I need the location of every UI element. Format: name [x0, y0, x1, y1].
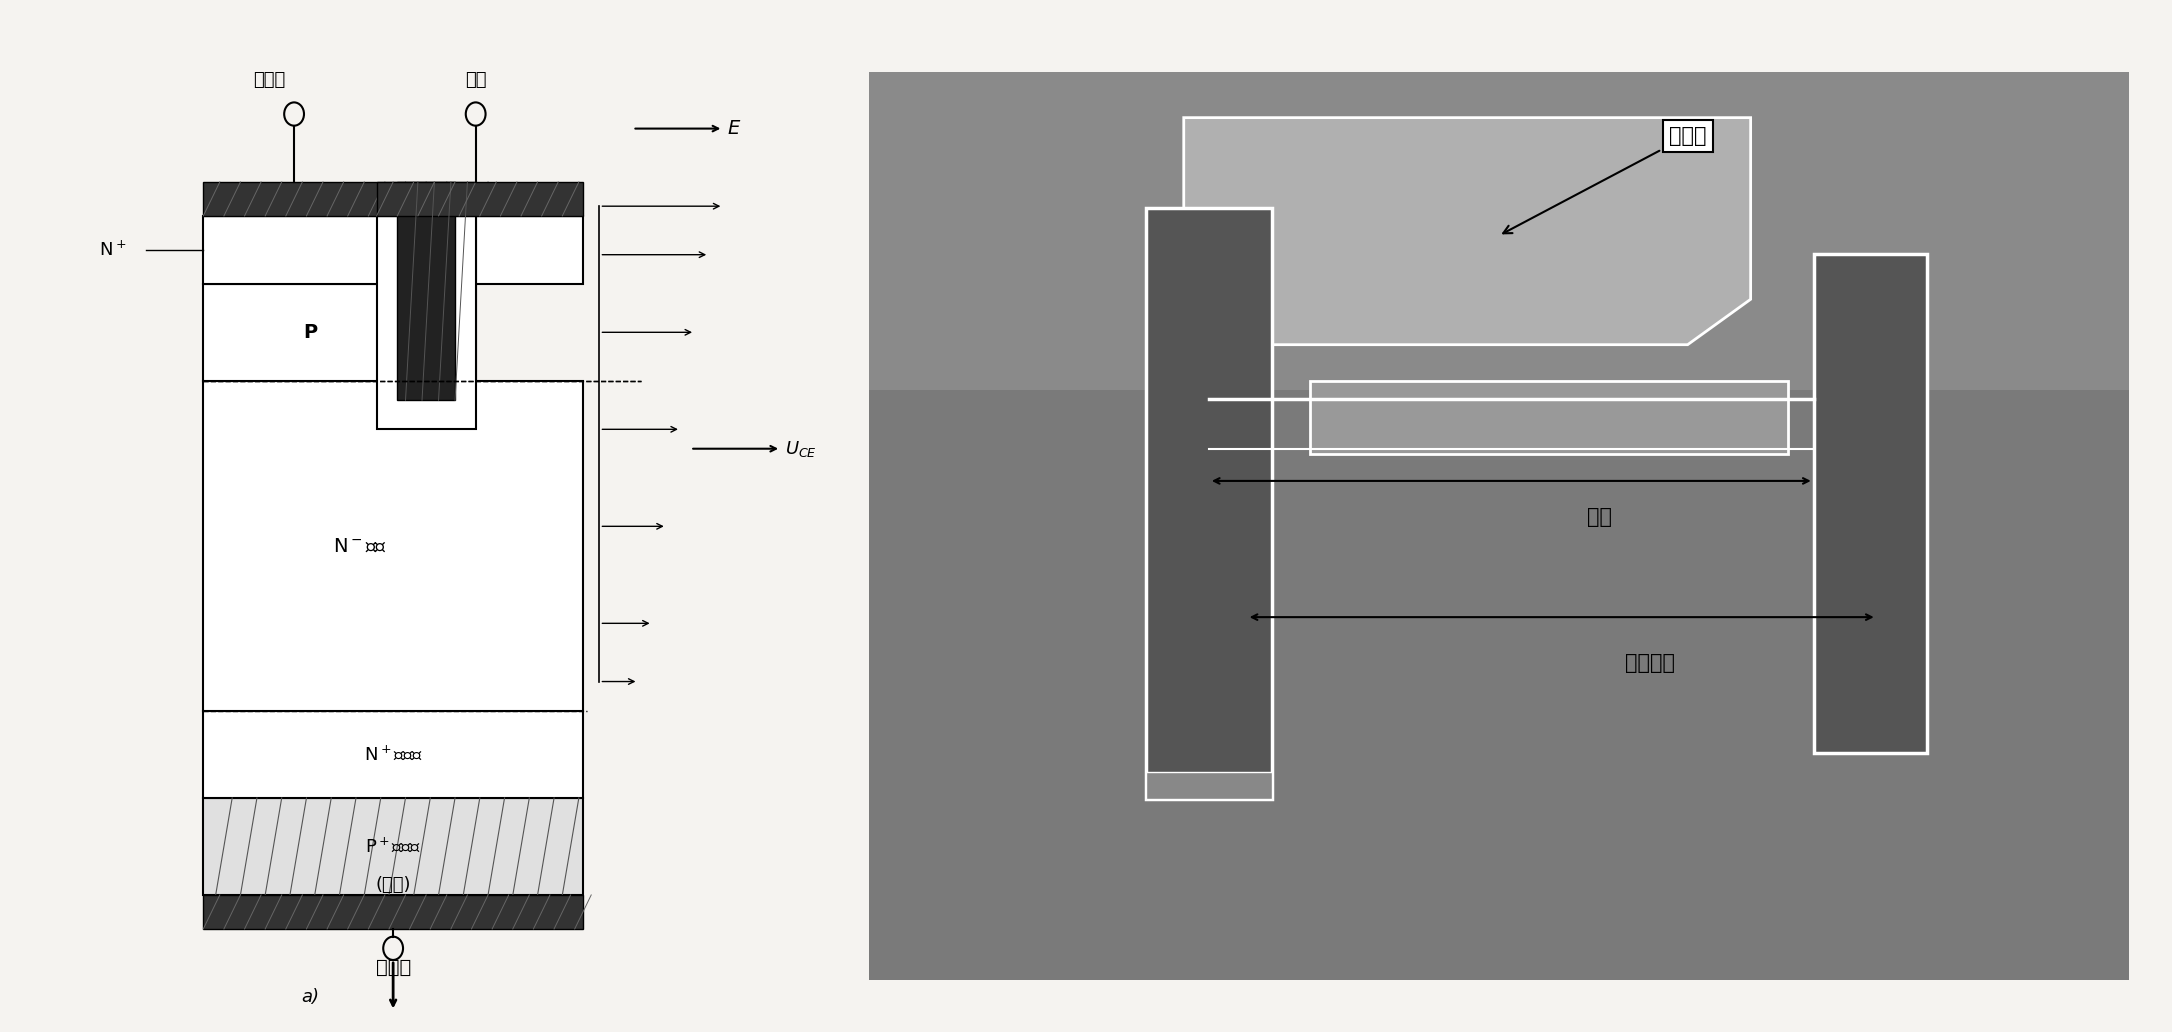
Text: 集电极: 集电极 — [376, 958, 411, 977]
Text: E: E — [728, 119, 741, 138]
Bar — [204, 381, 582, 711]
Text: (衬底): (衬底) — [376, 876, 411, 895]
Text: $U_{CE}$: $U_{CE}$ — [786, 439, 817, 458]
Bar — [204, 895, 582, 929]
Bar — [204, 284, 476, 381]
Polygon shape — [1184, 118, 1751, 345]
Bar — [476, 216, 582, 284]
Text: 栅极: 栅极 — [1588, 508, 1612, 527]
Bar — [204, 711, 582, 798]
Bar — [376, 182, 582, 216]
Bar — [1814, 254, 1927, 753]
Bar — [1310, 381, 1788, 454]
Bar — [204, 798, 582, 895]
Bar — [204, 182, 476, 216]
Bar — [869, 72, 2129, 390]
Text: P$^+$发射极: P$^+$发射极 — [365, 837, 421, 856]
Text: 氧化栅极: 氧化栅极 — [1625, 652, 1675, 673]
Text: N$^+$: N$^+$ — [100, 240, 126, 259]
Text: N$^+$缓冲区: N$^+$缓冲区 — [363, 745, 424, 764]
Text: 发射极: 发射极 — [1503, 126, 1707, 233]
Bar — [1147, 772, 1273, 799]
Bar — [376, 216, 476, 429]
Text: a): a) — [302, 988, 319, 1006]
Text: N$^-$基区: N$^-$基区 — [332, 537, 387, 555]
Text: 发射极: 发射极 — [254, 71, 285, 89]
Bar — [204, 216, 476, 284]
Bar — [397, 182, 456, 400]
Text: 栅极: 栅极 — [465, 71, 487, 89]
Bar — [1147, 208, 1273, 799]
Text: P: P — [304, 323, 317, 342]
